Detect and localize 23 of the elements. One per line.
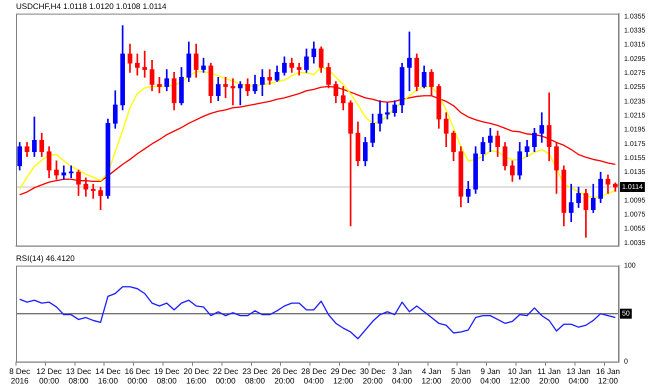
x-tick-label: 13 Jan 04:00 (566, 366, 591, 386)
chart-title: RSI(14) 46.4120 (16, 254, 76, 264)
x-tick-label: 13 Dec 08:00 (66, 366, 92, 386)
x-tick-label: 19 Dec 08:00 (154, 366, 180, 386)
x-tick-label: 16 Dec 00:00 (124, 366, 150, 386)
x-tick-label: 23 Dec 08:00 (242, 366, 268, 386)
x-tick-label: 3 Jan 04:00 (392, 366, 413, 386)
x-tick-label: 12 Dec 00:00 (36, 366, 62, 386)
x-tick-label: 10 Jan 12:00 (508, 366, 532, 386)
x-tick-label: 22 Dec 00:00 (212, 366, 238, 386)
x-tick-label: 26 Dec 20:00 (272, 366, 298, 386)
x-tick-label: 16 Jan 12:00 (596, 366, 620, 386)
x-tick-label: 30 Dec 20:00 (360, 366, 386, 386)
x-tick-label: 8 Dec 2016 (9, 366, 30, 386)
chart-title: USDCHF,H4 1.0118 1.0120 1.0108 1.0114 (16, 2, 168, 12)
x-tick-label: 29 Dec 12:00 (330, 366, 356, 386)
x-tick-label: 20 Dec 16:00 (183, 366, 209, 386)
x-tick-label: 28 Dec 04:00 (301, 366, 327, 386)
x-tick-label: 11 Jan 20:00 (537, 366, 561, 386)
x-tick-label: 4 Jan 12:00 (421, 366, 442, 386)
x-tick-label: 5 Jan 20:00 (450, 366, 472, 386)
x-tick-label: 9 Jan 04:00 (480, 366, 501, 386)
x-tick-label: 14 Dec 16:00 (95, 366, 121, 386)
